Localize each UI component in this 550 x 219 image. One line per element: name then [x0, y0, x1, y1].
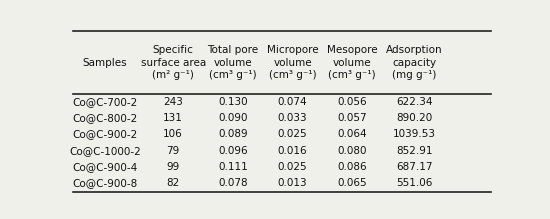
Text: 0.080: 0.080	[338, 146, 367, 156]
Text: 890.20: 890.20	[396, 113, 432, 123]
Text: 0.065: 0.065	[337, 178, 367, 188]
Text: 0.016: 0.016	[278, 146, 307, 156]
Text: 0.013: 0.013	[278, 178, 307, 188]
Text: 82: 82	[167, 178, 180, 188]
Text: Micropore
volume
(cm³ g⁻¹): Micropore volume (cm³ g⁻¹)	[267, 45, 318, 80]
Text: 131: 131	[163, 113, 183, 123]
Text: 0.089: 0.089	[218, 129, 248, 140]
Text: Co@C-1000-2: Co@C-1000-2	[69, 146, 141, 156]
Text: 0.090: 0.090	[218, 113, 248, 123]
Text: 0.130: 0.130	[218, 97, 248, 107]
Text: Co@C-900-4: Co@C-900-4	[73, 162, 138, 172]
Text: 0.064: 0.064	[337, 129, 367, 140]
Text: Co@C-900-2: Co@C-900-2	[73, 129, 138, 140]
Text: Co@C-700-2: Co@C-700-2	[73, 97, 138, 107]
Text: 551.06: 551.06	[396, 178, 432, 188]
Text: Mesopore
volume
(cm³ g⁻¹): Mesopore volume (cm³ g⁻¹)	[327, 45, 377, 80]
Text: 0.033: 0.033	[278, 113, 307, 123]
Text: Adsorption
capacity
(mg g⁻¹): Adsorption capacity (mg g⁻¹)	[386, 45, 442, 80]
Text: 1039.53: 1039.53	[393, 129, 436, 140]
Text: Co@C-800-2: Co@C-800-2	[73, 113, 138, 123]
Text: 622.34: 622.34	[396, 97, 432, 107]
Text: 243: 243	[163, 97, 183, 107]
Text: 0.057: 0.057	[337, 113, 367, 123]
Text: 0.025: 0.025	[278, 162, 307, 172]
Text: Specific
surface area
(m² g⁻¹): Specific surface area (m² g⁻¹)	[141, 45, 206, 80]
Text: 0.096: 0.096	[218, 146, 248, 156]
Text: 106: 106	[163, 129, 183, 140]
Text: 0.074: 0.074	[278, 97, 307, 107]
Text: 79: 79	[167, 146, 180, 156]
Text: Samples: Samples	[82, 58, 127, 67]
Text: 0.078: 0.078	[218, 178, 248, 188]
Text: Total pore
volume
(cm³ g⁻¹): Total pore volume (cm³ g⁻¹)	[207, 45, 258, 80]
Text: 99: 99	[167, 162, 180, 172]
Text: 0.111: 0.111	[218, 162, 248, 172]
Text: Co@C-900-8: Co@C-900-8	[73, 178, 138, 188]
Text: 687.17: 687.17	[396, 162, 432, 172]
Text: 0.025: 0.025	[278, 129, 307, 140]
Text: 0.086: 0.086	[337, 162, 367, 172]
Text: 852.91: 852.91	[396, 146, 432, 156]
Text: 0.056: 0.056	[337, 97, 367, 107]
